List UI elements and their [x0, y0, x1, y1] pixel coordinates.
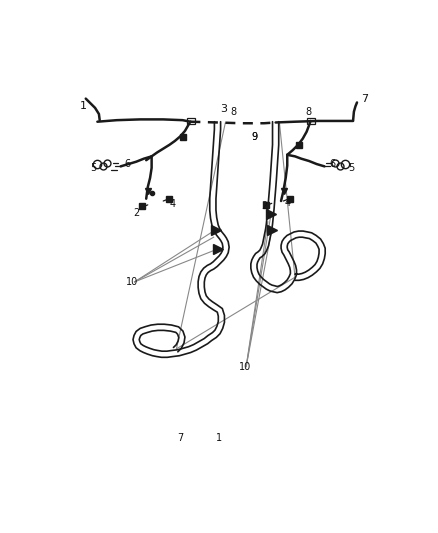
Text: 5: 5: [349, 163, 355, 173]
Text: 6: 6: [124, 159, 131, 169]
Text: 8: 8: [230, 107, 236, 117]
Bar: [307, 118, 315, 124]
Text: 4: 4: [170, 199, 176, 209]
Text: 7: 7: [177, 433, 184, 443]
Text: 2: 2: [133, 207, 139, 217]
Text: 5: 5: [90, 163, 97, 173]
Text: 3: 3: [220, 103, 227, 114]
Text: 6: 6: [329, 159, 335, 169]
Text: 9: 9: [252, 132, 258, 142]
Text: 10: 10: [239, 361, 251, 372]
Text: 1: 1: [80, 101, 87, 111]
Text: 2: 2: [261, 201, 268, 212]
Text: 10: 10: [126, 277, 138, 287]
Bar: [187, 118, 195, 124]
Text: 9: 9: [252, 132, 258, 142]
Text: 7: 7: [361, 94, 368, 103]
Text: 1: 1: [216, 433, 222, 443]
Text: 8: 8: [305, 107, 311, 117]
Text: 4: 4: [284, 198, 290, 207]
